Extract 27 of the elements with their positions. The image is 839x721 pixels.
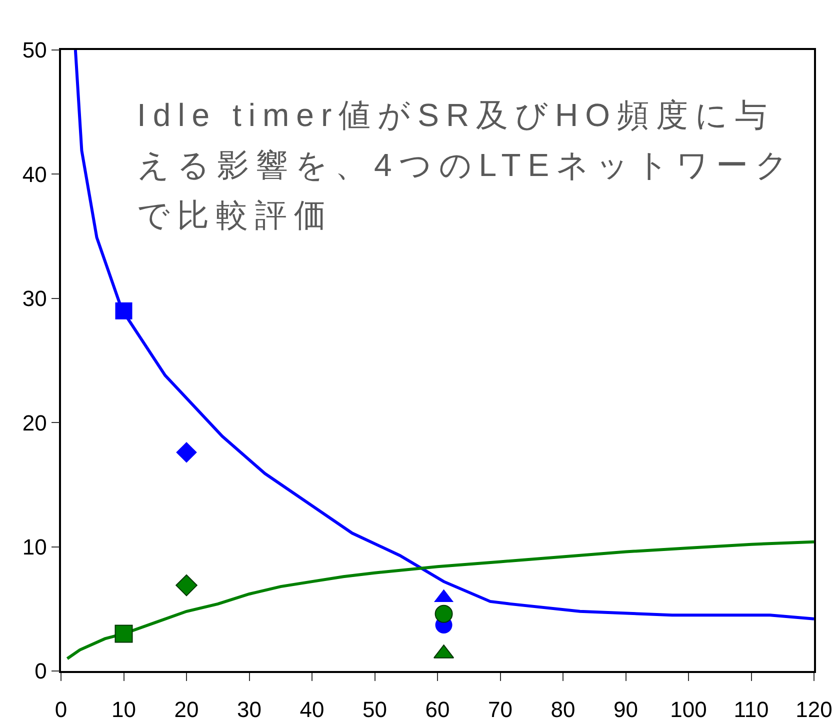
x-tick-label: 50 <box>362 697 387 721</box>
point <box>115 302 132 320</box>
x-tick-label: 100 <box>670 697 707 721</box>
point <box>176 574 198 596</box>
x-tick-label: 110 <box>734 697 769 721</box>
y-tick-label: 30 <box>22 286 47 312</box>
annotation: Idle timer値がSR及びHO頻度に与える影響を、4つのLTEネットワークで比較評価 <box>137 96 796 235</box>
x-tick-label: 30 <box>237 697 262 721</box>
x-tick-label: 120 <box>796 697 832 721</box>
point <box>176 442 197 463</box>
x-tick-label: 10 <box>112 697 136 721</box>
line-series <box>74 50 814 620</box>
y-tick-label: 10 <box>22 534 47 560</box>
point <box>114 624 133 643</box>
x-tick-label: 70 <box>488 697 512 721</box>
x-tick-label: 80 <box>550 697 576 721</box>
point <box>434 604 453 623</box>
x-tick-label: 40 <box>300 697 324 721</box>
x-tick-label: 90 <box>614 697 638 721</box>
x-tick-label: 60 <box>425 697 450 721</box>
line-series <box>66 540 814 660</box>
y-tick-label: 50 <box>22 38 47 63</box>
x-tick-label: 0 <box>54 697 68 721</box>
y-tick-label: 0 <box>34 658 47 684</box>
x-tick-label: 20 <box>174 697 199 721</box>
y-tick-label: 20 <box>22 410 47 436</box>
y-tick-label: 40 <box>22 162 47 187</box>
